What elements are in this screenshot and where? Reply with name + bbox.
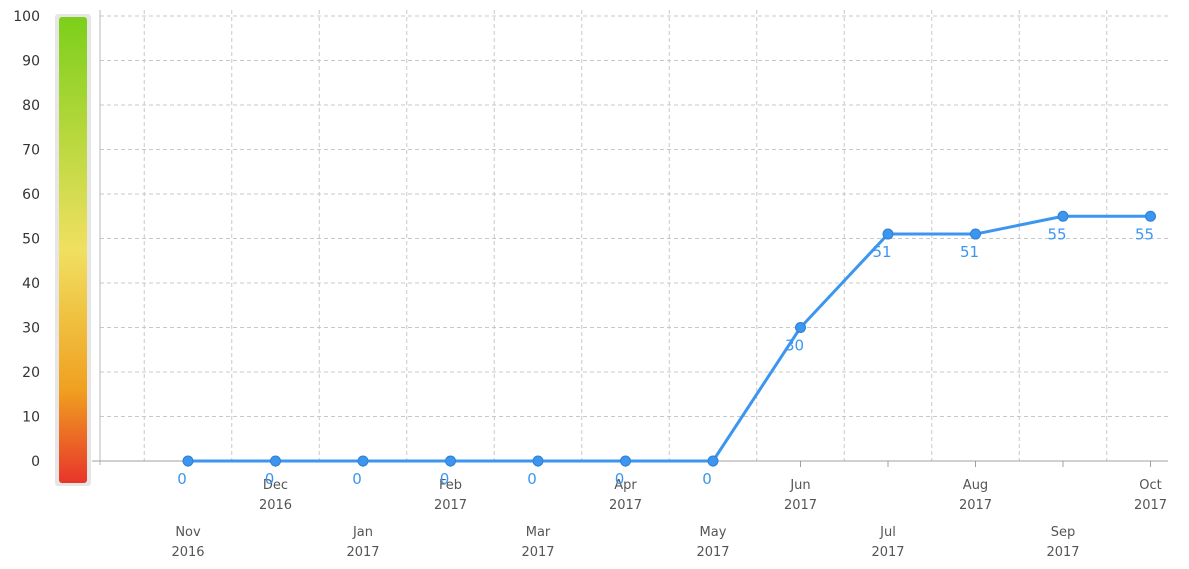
x-tick-label-year: 2017: [696, 545, 729, 560]
data-labels: 0 0 0 0 0 0 0 30 51 51 55 55: [177, 225, 1154, 488]
data-point: [1145, 210, 1156, 222]
data-label: 30: [785, 337, 804, 355]
y-tick-label: 100: [13, 9, 40, 25]
data-point: [707, 455, 719, 467]
data-point: [882, 228, 894, 240]
x-tick-label-month: Jun: [789, 478, 810, 493]
series: [182, 210, 1156, 467]
data-label: 51: [872, 243, 891, 261]
grid: [100, 10, 1168, 461]
data-label: 0: [440, 470, 450, 488]
data-label: 0: [177, 470, 187, 488]
data-point: [270, 455, 281, 467]
x-tick-label-month: Aug: [963, 478, 988, 493]
data-label: 51: [960, 243, 979, 261]
x-tick-label-month: Jul: [879, 525, 896, 540]
x-tick-label-month: Jan: [352, 525, 373, 540]
x-tick-label-year: 2017: [521, 545, 554, 560]
x-tick-label-month: Dec: [263, 478, 288, 493]
series-line: [188, 214, 1151, 463]
x-tick-label-month: Mar: [526, 525, 551, 540]
y-tick-label: 40: [22, 276, 40, 292]
color-scale-bar: [59, 17, 87, 483]
y-tick-label: 10: [22, 410, 40, 426]
data-label: 0: [352, 470, 362, 488]
x-tick-label-year: 2016: [171, 545, 204, 560]
x-tick-label-year: 2017: [1046, 545, 1079, 560]
data-label: 0: [702, 470, 712, 488]
data-point: [182, 455, 194, 467]
x-tick-label-year: 2016: [259, 498, 292, 513]
x-tick-label-month: May: [700, 525, 727, 540]
x-tick-label-year: 2017: [434, 498, 467, 513]
x-tick-label-year: 2017: [1134, 498, 1167, 513]
x-tick-label-year: 2017: [959, 498, 992, 513]
x-tick-label-year: 2017: [609, 498, 642, 513]
x-tick-label-month: Feb: [439, 478, 462, 493]
y-tick-label: 70: [22, 143, 40, 159]
y-tick-label: 50: [22, 232, 40, 248]
x-tick-label-month: Sep: [1051, 525, 1076, 540]
y-tick-label: 30: [22, 321, 40, 337]
data-label: 0: [615, 470, 625, 488]
x-tick-label-year: 2017: [871, 545, 904, 560]
y-tick-label: 90: [22, 54, 40, 70]
y-tick-label: 0: [31, 454, 40, 470]
data-point: [357, 455, 369, 467]
x-tick-label-month: Nov: [175, 525, 201, 540]
x-tick-label-month: Oct: [1139, 478, 1161, 493]
y-tick-label: 60: [22, 187, 40, 203]
x-tick-label-year: 2017: [784, 498, 817, 513]
data-point: [620, 455, 631, 467]
data-label: 55: [1135, 225, 1154, 243]
y-tick-label: 80: [22, 98, 40, 114]
data-label: 0: [265, 470, 275, 488]
x-tick-label-month: Apr: [614, 478, 637, 493]
data-point: [532, 455, 544, 467]
axes: 0 10 20 30 40 50 60 70 80 90 100 Nov 2016 Dec 2016 Jan 2…: [13, 9, 1168, 560]
y-tick-label: 20: [22, 365, 40, 381]
data-point: [445, 455, 456, 467]
x-tick-label-year: 2017: [346, 545, 379, 560]
data-label: 55: [1047, 225, 1066, 243]
data-label: 0: [527, 470, 537, 488]
data-point: [795, 322, 806, 333]
data-point: [1057, 210, 1069, 222]
data-point: [970, 228, 981, 240]
